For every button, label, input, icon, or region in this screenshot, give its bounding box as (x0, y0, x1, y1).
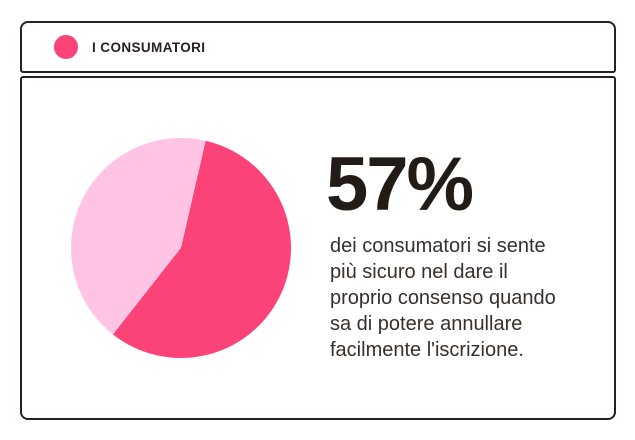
stat-description-line: sa di potere annullare (330, 313, 523, 335)
stat-description-line: facilmente l'iscrizione. (330, 339, 524, 361)
stat-description-line: proprio consenso quando (330, 287, 556, 309)
stat-description-line: più sicuro nel dare il (330, 261, 508, 283)
stat-description: dei consumatori si sente più sicuro nel … (330, 233, 556, 363)
header-title: I CONSUMATORI (92, 39, 206, 55)
bullet-dot-icon (54, 35, 78, 59)
stat-description-line: dei consumatori si sente (330, 235, 546, 257)
card-header: I CONSUMATORI (20, 21, 616, 73)
stat-value: 57% (326, 142, 474, 227)
pie-chart (71, 138, 291, 358)
card-body: 57% dei consumatori si sente più sicuro … (20, 76, 616, 420)
